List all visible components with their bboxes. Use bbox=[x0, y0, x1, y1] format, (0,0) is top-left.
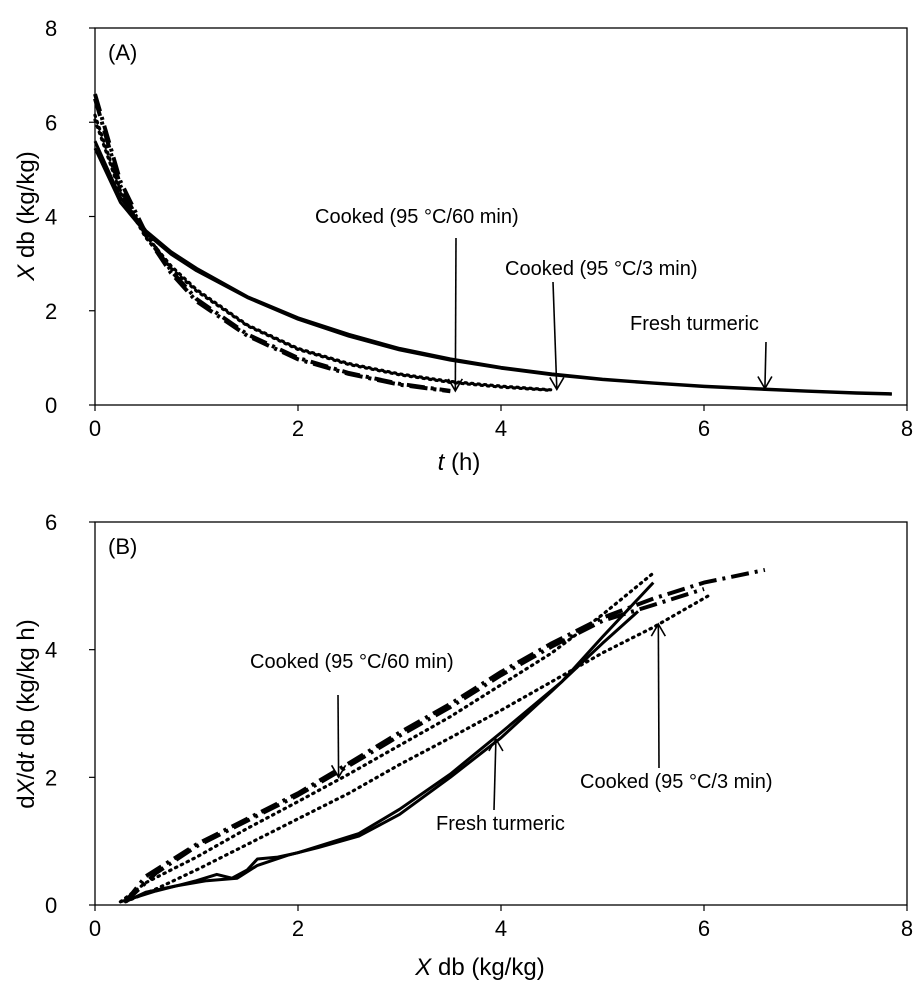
annotation-arrowhead bbox=[447, 378, 464, 393]
annotation-arrow bbox=[552, 281, 558, 390]
annotation-arrow bbox=[657, 624, 660, 769]
x-axis-label: X db (kg/kg) bbox=[414, 954, 544, 981]
series-line-fresh-turmeric-1 bbox=[93, 147, 892, 396]
x-tick-label: 4 bbox=[495, 416, 507, 441]
series-line-cooked-60min-5 bbox=[124, 587, 705, 904]
y-tick-label: 8 bbox=[45, 16, 57, 41]
x-tick-label: 6 bbox=[698, 916, 710, 941]
series-line-cooked-3min-2 bbox=[93, 113, 554, 392]
panel-label: (B) bbox=[108, 534, 137, 559]
x-tick-label: 2 bbox=[292, 916, 304, 941]
panel-b: 0 2 4 6 8 0 2 4 6 X db (kg/kg) dX/dt db (kg/kg h) (… bbox=[13, 510, 913, 981]
x-tick-label: 6 bbox=[698, 416, 710, 441]
series-line-fresh-turmeric-0 bbox=[93, 140, 892, 396]
annotation-label: Cooked (95 °C/3 min) bbox=[505, 258, 698, 280]
y-tick-label: 6 bbox=[45, 510, 57, 535]
plot-frame bbox=[94, 521, 908, 906]
annotation-label: Cooked (95 °C/60 min) bbox=[250, 651, 454, 673]
x-tick-label: 8 bbox=[901, 416, 913, 441]
x-tick-label: 0 bbox=[89, 916, 101, 941]
y-tick-label: 6 bbox=[45, 110, 57, 135]
annotation-arrowhead bbox=[488, 737, 504, 752]
annotation-arrowhead bbox=[757, 376, 773, 391]
y-tick-label: 0 bbox=[45, 893, 57, 918]
panel-label: (A) bbox=[108, 40, 137, 65]
annotation-arrow bbox=[493, 739, 497, 811]
y-tick-label: 2 bbox=[45, 765, 57, 790]
x-tick-label: 0 bbox=[89, 416, 101, 441]
annotation-arrow bbox=[337, 694, 340, 778]
series-line-cooked-3min-2 bbox=[118, 571, 655, 904]
y-tick-label: 4 bbox=[45, 205, 57, 230]
x-tick-label: 4 bbox=[495, 916, 507, 941]
y-axis-label: dX/dt db (kg/kg h) bbox=[13, 619, 40, 808]
panel-a: 0 2 4 6 8 0 2 4 6 8 t (h) X db (kg/kg) (A) Cooked (95… bbox=[13, 16, 913, 476]
series-line-cooked-3min-3 bbox=[123, 593, 711, 904]
annotation-arrowhead bbox=[650, 622, 667, 637]
annotation-arrowhead bbox=[549, 377, 565, 392]
x-tick-label: 2 bbox=[292, 416, 304, 441]
annotation-arrow bbox=[454, 237, 457, 391]
annotation-label: Fresh turmeric bbox=[436, 813, 565, 835]
annotation-arrowhead bbox=[330, 764, 347, 779]
y-tick-label: 0 bbox=[45, 393, 57, 418]
y-tick-label: 4 bbox=[45, 638, 57, 663]
series-line-cooked-3min-3 bbox=[93, 118, 554, 392]
y-axis-label: X db (kg/kg) bbox=[13, 151, 40, 281]
annotation-label: Cooked (95 °C/3 min) bbox=[580, 771, 773, 793]
series-line-fresh-turmeric-1 bbox=[124, 610, 640, 904]
annotation-arrow bbox=[764, 341, 767, 389]
x-tick-label: 8 bbox=[901, 916, 913, 941]
annotation-label: Cooked (95 °C/60 min) bbox=[315, 206, 519, 228]
y-tick-label: 2 bbox=[45, 299, 57, 324]
x-axis-label: t (h) bbox=[438, 449, 481, 476]
annotation-label: Fresh turmeric bbox=[630, 313, 759, 335]
